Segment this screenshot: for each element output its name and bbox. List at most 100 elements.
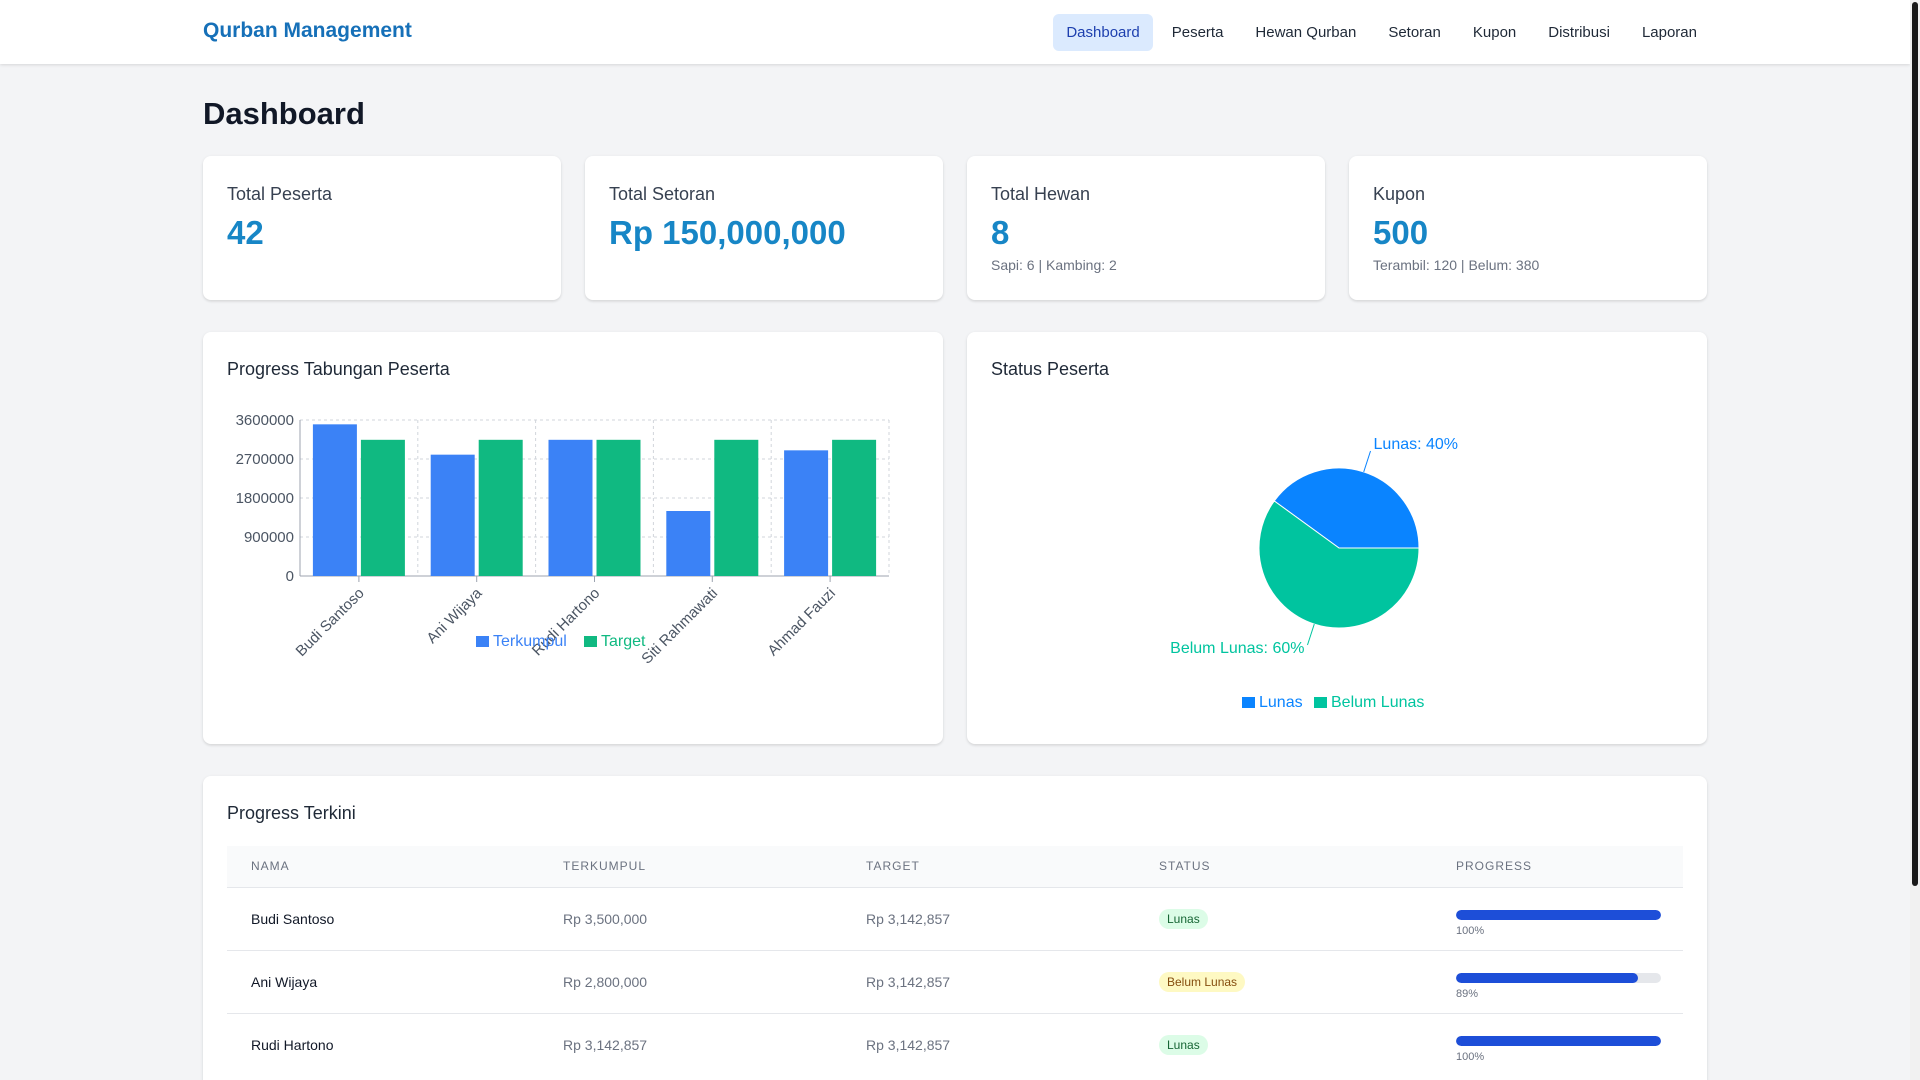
stat-value: 8 (991, 214, 1010, 251)
top-navbar: Qurban Management Dashboard Peserta Hewa… (0, 0, 1910, 64)
stat-card-total-setoran: Total Setoran Rp 150,000,000 (585, 156, 943, 300)
scrollbar-thumb[interactable] (1912, 2, 1918, 886)
stat-subtext: Sapi: 6 | Kambing: 2 (991, 257, 1117, 273)
cell-terkumpul: Rp 3,142,857 (539, 1012, 842, 1076)
status-badge: Belum Lunas (1159, 971, 1246, 992)
y-tick-label: 1800000 (236, 490, 294, 507)
recent-progress-table: NAMA TERKUMPUL TARGET STATUS PROGRESS Bu… (227, 846, 1683, 1076)
bar-terkumpul (784, 450, 829, 576)
cell-target: Rp 3,142,857 (842, 1012, 1135, 1076)
legend-label: Belum Lunas (1331, 694, 1424, 711)
table-title: Progress Terkini (227, 803, 356, 823)
pie-label: Belum Lunas: 60% (1170, 640, 1304, 657)
table-header-row: NAMA TERKUMPUL TARGET STATUS PROGRESS (227, 846, 1683, 887)
app-title[interactable]: Qurban Management (203, 19, 412, 42)
chart-title: Status Peserta (991, 359, 1110, 379)
table-row[interactable]: Rudi Hartono Rp 3,142,857 Rp 3,142,857 L… (227, 1012, 1683, 1076)
column-header-terkumpul[interactable]: TERKUMPUL (563, 859, 647, 874)
bar-terkumpul (548, 439, 593, 576)
progress-bar-fill (1456, 973, 1639, 983)
stat-value: 42 (227, 214, 264, 251)
pie-label-leader (1307, 623, 1315, 646)
table-row[interactable]: Ani Wijaya Rp 2,800,000 Rp 3,142,857 Bel… (227, 949, 1683, 1013)
legend-swatch (476, 636, 489, 647)
stat-card-total-hewan: Total Hewan 8 Sapi: 6 | Kambing: 2 (967, 156, 1325, 300)
legend-label: Terkumpul (493, 633, 567, 650)
x-tick-label: Ahmad Fauzi (764, 585, 839, 660)
column-header-nama[interactable]: NAMA (251, 859, 290, 874)
progress-bar-chart: 0 900000 1800000 2700000 3600000 Budi Santoso… (236, 412, 890, 668)
progress-bar-track (1456, 1036, 1661, 1047)
legend-swatch (584, 636, 597, 647)
progress-bar-fill (1456, 910, 1661, 920)
table-row[interactable]: Budi Santoso Rp 3,500,000 Rp 3,142,857 L… (227, 886, 1683, 950)
cell-progress: 89% (1432, 949, 1683, 1013)
nav-item-laporan[interactable]: Laporan (1641, 24, 1697, 41)
stat-value: Rp 150,000,000 (609, 214, 846, 251)
legend-swatch (1314, 697, 1327, 708)
cell-nama: Budi Santoso (227, 886, 539, 950)
stat-value: 500 (1373, 214, 1429, 251)
y-tick-label: 0 (286, 568, 294, 585)
column-header-status[interactable]: STATUS (1159, 859, 1211, 874)
nav-item-setoran[interactable]: Setoran (1388, 24, 1441, 41)
cell-progress: 100% (1432, 1012, 1683, 1076)
nav-item-kupon[interactable]: Kupon (1472, 24, 1517, 41)
cell-status: Lunas (1135, 1012, 1432, 1076)
pie-label: Lunas: 40% (1374, 436, 1459, 453)
stat-label: Total Peserta (227, 184, 333, 204)
cell-terkumpul: Rp 3,500,000 (539, 886, 842, 950)
progress-percent: 100% (1456, 1051, 1485, 1064)
stat-label: Total Setoran (609, 184, 716, 204)
stat-label: Total Hewan (991, 184, 1091, 204)
bar-target (478, 439, 523, 576)
progress-bar-track (1456, 973, 1661, 983)
main-nav: Dashboard Peserta Hewan Qurban Setoran K… (1053, 14, 1710, 51)
status-pie-chart: Lunas: 40% Belum Lunas: 60% Lunas Belum Lun… (1170, 436, 1459, 711)
nav-item-distribusi[interactable]: Distribusi (1548, 24, 1610, 41)
page-scrollbar[interactable] (1910, 0, 1920, 1080)
bar-target (360, 439, 405, 576)
cell-progress: 100% (1432, 886, 1683, 950)
progress-percent: 89% (1456, 988, 1479, 1000)
x-tick-label: Budi Santoso (293, 585, 368, 660)
column-header-target[interactable]: TARGET (866, 859, 920, 874)
bar-target (596, 439, 641, 576)
progress-percent: 100% (1456, 925, 1485, 937)
stat-card-kupon: Kupon 500 Terambil: 120 | Belum: 380 (1349, 156, 1707, 300)
chart-title: Progress Tabungan Peserta (227, 359, 450, 379)
cell-target: Rp 3,142,857 (842, 886, 1135, 950)
nav-item-peserta[interactable]: Peserta (1171, 24, 1224, 41)
page-title: Dashboard (203, 96, 365, 131)
progress-bar-fill (1456, 1036, 1661, 1047)
bar-target (714, 439, 759, 576)
cell-nama: Ani Wijaya (227, 949, 539, 1013)
legend-label: Lunas (1259, 694, 1303, 711)
y-tick-label: 3600000 (236, 412, 294, 429)
progress-bar-track (1456, 910, 1661, 920)
y-tick-label: 900000 (244, 529, 294, 546)
cell-terkumpul: Rp 2,800,000 (539, 949, 842, 1013)
nav-item-hewan-qurban[interactable]: Hewan Qurban (1255, 24, 1357, 41)
legend-label: Target (601, 633, 646, 650)
stat-subtext: Terambil: 120 | Belum: 380 (1373, 257, 1540, 273)
cell-nama: Rudi Hartono (227, 1012, 539, 1076)
cell-target: Rp 3,142,857 (842, 949, 1135, 1013)
progress-chart-card: Progress Tabungan Peserta 0 900000 1800000… (203, 332, 943, 744)
status-chart-card: Status Peserta Lunas: 40% Belum Lunas: 60… (967, 332, 1707, 744)
pie-label-leader (1363, 450, 1371, 473)
bar-terkumpul (430, 454, 475, 576)
bar-terkumpul (312, 424, 357, 576)
stat-card-total-peserta: Total Peserta 42 (203, 156, 561, 300)
status-badge: Lunas (1159, 1034, 1208, 1055)
legend-swatch (1242, 697, 1255, 708)
x-tick-label: Siti Rahmawati (638, 585, 721, 668)
pie-slice-lunas (1273, 467, 1420, 549)
cell-status: Belum Lunas (1135, 949, 1432, 1013)
column-header-progress[interactable]: PROGRESS (1456, 859, 1533, 874)
recent-progress-card: Progress Terkini NAMA TERKUMPUL TARGET S… (203, 776, 1707, 1080)
stat-label: Kupon (1373, 184, 1426, 204)
pie-slice-belum-lunas (1258, 500, 1420, 629)
nav-item-dashboard[interactable]: Dashboard (1053, 14, 1153, 51)
bar-target (832, 439, 877, 576)
